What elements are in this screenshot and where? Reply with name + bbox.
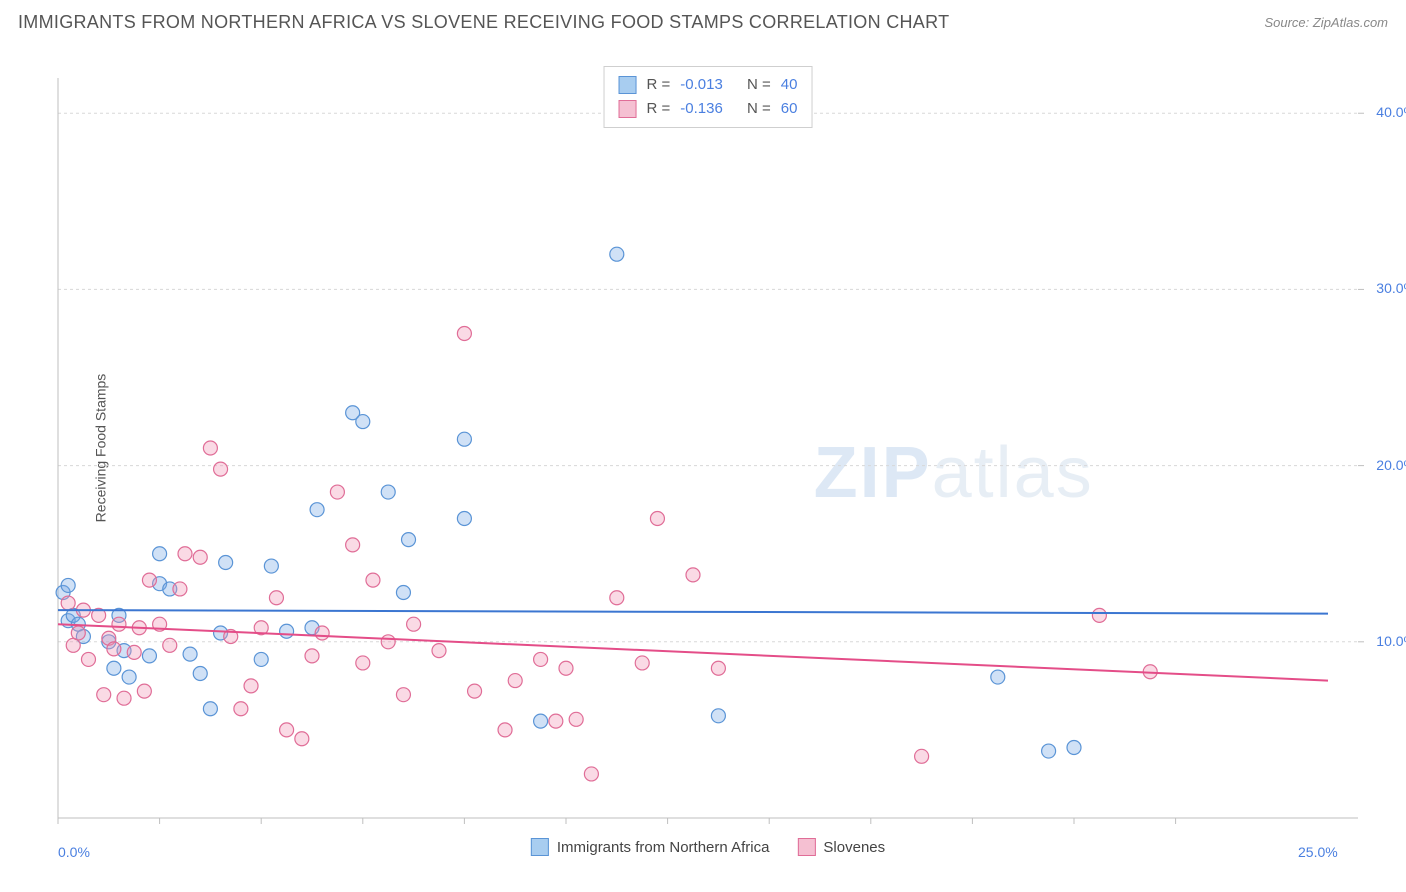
x-tick-label: 0.0%: [58, 844, 90, 860]
x-tick-label: 25.0%: [1298, 844, 1338, 860]
legend-series-names: Immigrants from Northern Africa Slovenes: [531, 838, 885, 856]
swatch-icon: [797, 838, 815, 856]
r-label: R =: [647, 73, 671, 97]
legend-row-series-b: R = -0.136 N = 60: [619, 97, 798, 121]
series-a-label: Immigrants from Northern Africa: [557, 839, 770, 856]
legend-row-series-a: R = -0.013 N = 40: [619, 73, 798, 97]
chart-area: Receiving Food Stamps ZIPatlas R = -0.01…: [48, 58, 1368, 838]
y-tick-label: 40.0%: [1376, 104, 1406, 120]
source-attribution: Source: ZipAtlas.com: [1264, 15, 1388, 30]
swatch-icon: [619, 100, 637, 118]
series-b-label: Slovenes: [823, 839, 885, 856]
legend-item-series-b: Slovenes: [797, 838, 885, 856]
n-label: N =: [747, 73, 771, 97]
title-bar: IMMIGRANTS FROM NORTHERN AFRICA VS SLOVE…: [0, 0, 1406, 41]
legend-item-series-a: Immigrants from Northern Africa: [531, 838, 770, 856]
swatch-icon: [531, 838, 549, 856]
swatch-icon: [619, 76, 637, 94]
y-tick-label: 30.0%: [1376, 280, 1406, 296]
n-value-b: 60: [781, 97, 798, 121]
y-tick-label: 10.0%: [1376, 633, 1406, 649]
r-label: R =: [647, 97, 671, 121]
y-tick-label: 20.0%: [1376, 457, 1406, 473]
r-value-a: -0.013: [680, 73, 723, 97]
page-title: IMMIGRANTS FROM NORTHERN AFRICA VS SLOVE…: [18, 12, 949, 33]
legend-correlation-box: R = -0.013 N = 40 R = -0.136 N = 60: [604, 66, 813, 128]
n-value-a: 40: [781, 73, 798, 97]
r-value-b: -0.136: [680, 97, 723, 121]
n-label: N =: [747, 97, 771, 121]
scatter-plot: [48, 58, 1368, 838]
